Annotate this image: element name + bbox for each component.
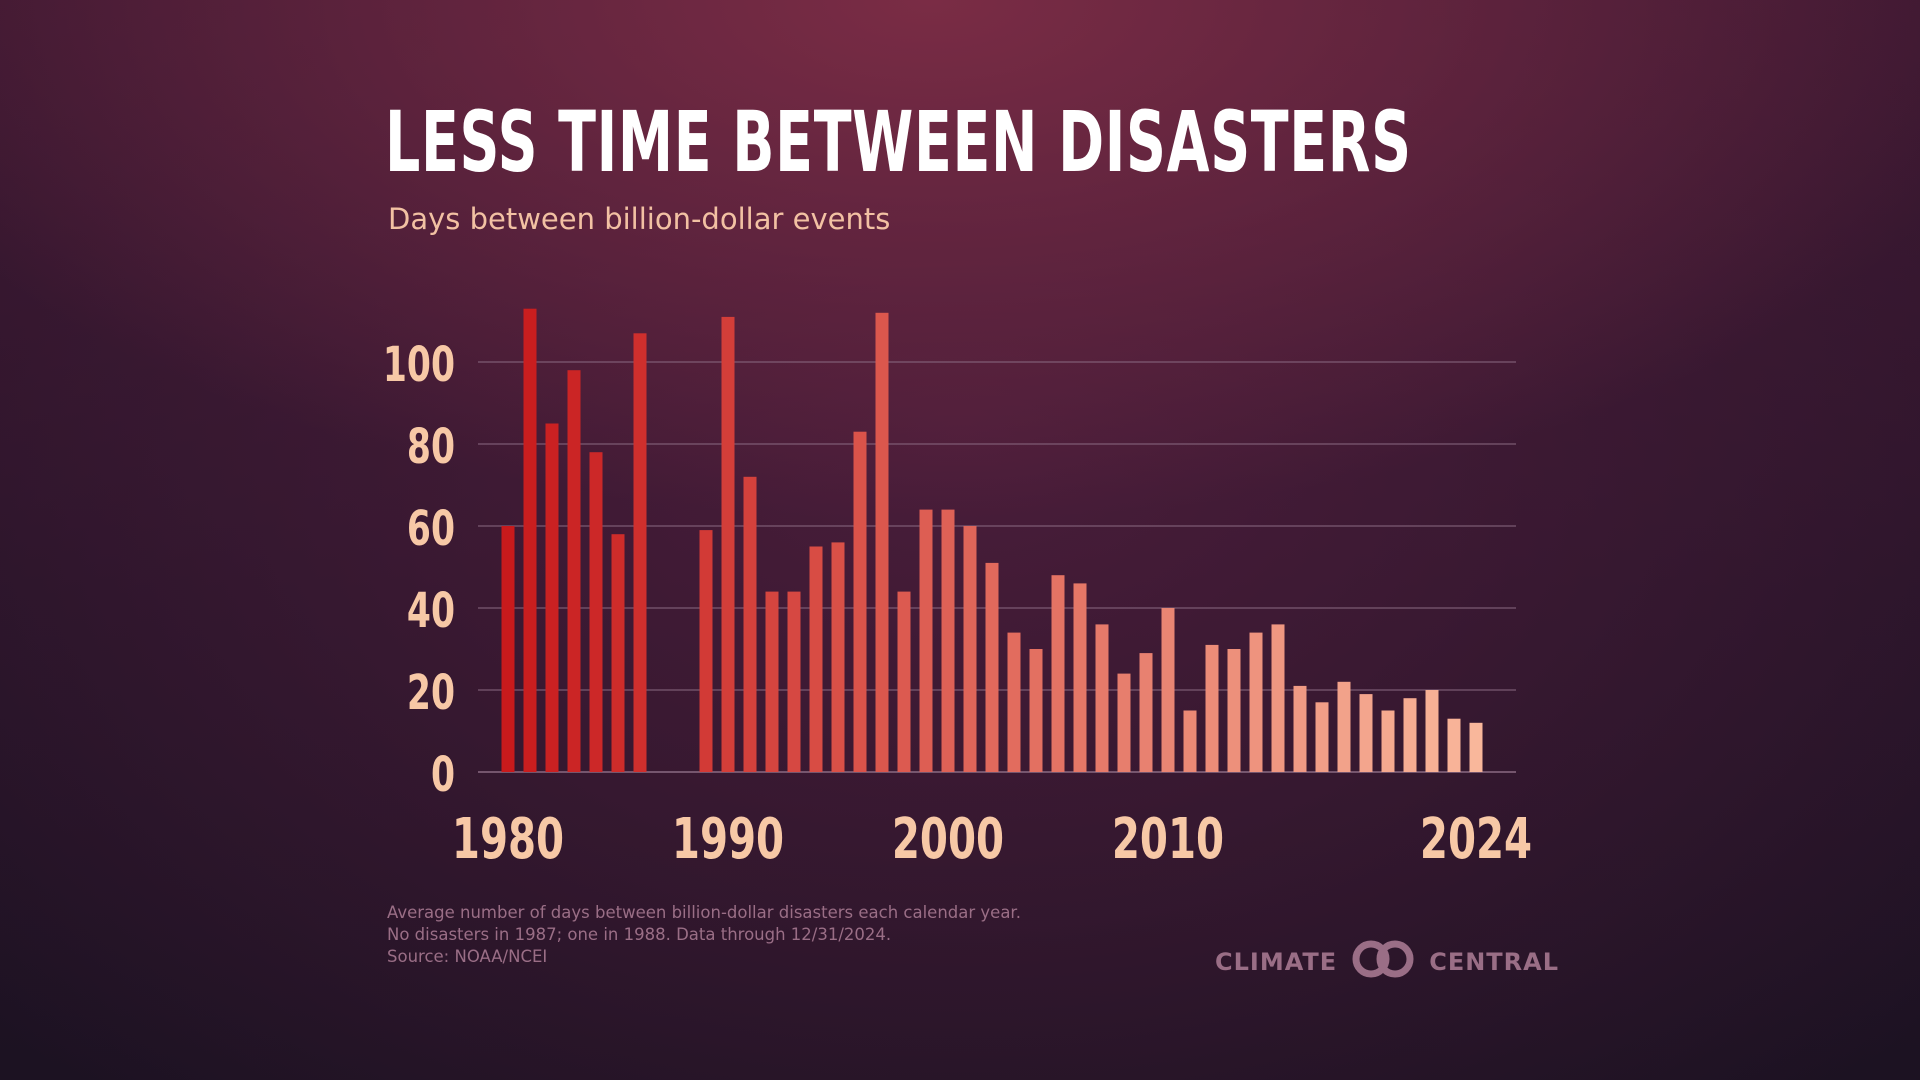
bar-1983	[567, 370, 581, 772]
chart-notes: Average number of days between billion-d…	[387, 902, 1021, 968]
bar-2020	[1381, 710, 1395, 772]
bar-2022	[1425, 690, 1439, 772]
climate-central-logo: CLIMATE CENTRAL	[1215, 940, 1559, 984]
logo-right-text: CENTRAL	[1429, 948, 1560, 976]
bar-2010	[1161, 608, 1175, 772]
bar-1980	[501, 526, 515, 772]
y-tick-label: 60	[407, 500, 455, 556]
bar-1992	[765, 591, 779, 772]
bar-2001	[963, 526, 977, 772]
bar-2002	[985, 562, 999, 772]
bars	[501, 308, 1483, 772]
linked-rings-icon	[1347, 939, 1419, 985]
bar-2009	[1139, 653, 1153, 772]
chart-title: LESS TIME BETWEEN DISASTERS	[385, 93, 1412, 191]
source-note: Source: NOAA/NCEI	[387, 947, 548, 966]
x-tick-label: 2024	[1420, 806, 1532, 871]
bar-2008	[1117, 673, 1131, 772]
x-tick-label: 2010	[1112, 806, 1224, 871]
bar-2000	[941, 509, 955, 772]
bar-chart: 0 20 40 60 80 100 1980 1990 2000 2010 2024	[383, 308, 1532, 872]
bar-2011	[1183, 710, 1197, 772]
bar-2006	[1073, 583, 1087, 772]
bar-1991	[743, 476, 757, 772]
y-tick-label: 40	[407, 582, 455, 638]
bar-1985	[611, 534, 625, 772]
bar-2017	[1315, 702, 1329, 772]
bar-1990	[721, 316, 735, 772]
y-tick-label: 100	[383, 336, 455, 392]
y-axis-tick-labels: 0 20 40 60 80 100	[383, 336, 455, 802]
bar-2012	[1205, 644, 1219, 772]
y-tick-label: 80	[407, 418, 455, 474]
note-line: No disasters in 1987; one in 1988. Data …	[387, 925, 892, 944]
bar-2007	[1095, 624, 1109, 772]
bar-2005	[1051, 575, 1065, 772]
bar-2023	[1447, 718, 1461, 772]
y-tick-label: 0	[431, 746, 455, 802]
bar-2024	[1469, 722, 1483, 772]
bar-1997	[875, 312, 889, 772]
bar-2021	[1403, 698, 1417, 772]
bar-1998	[897, 591, 911, 772]
x-tick-label: 1990	[672, 806, 784, 871]
bar-1984	[589, 452, 603, 772]
y-tick-label: 20	[407, 664, 455, 720]
bar-2004	[1029, 649, 1043, 772]
bar-2014	[1249, 632, 1263, 772]
bar-1986	[633, 333, 647, 772]
x-tick-label: 2000	[892, 806, 1004, 871]
bar-1995	[831, 542, 845, 772]
bar-1981	[523, 308, 537, 772]
bar-2018	[1337, 681, 1351, 772]
chart-subtitle: Days between billion-dollar events	[388, 202, 891, 236]
bar-2019	[1359, 694, 1373, 772]
note-line: Average number of days between billion-d…	[387, 903, 1021, 922]
x-axis-tick-labels: 1980 1990 2000 2010 2024	[452, 806, 1532, 871]
bar-2013	[1227, 649, 1241, 772]
logo-left-text: CLIMATE	[1215, 948, 1338, 976]
x-tick-label: 1980	[452, 806, 564, 871]
bar-1996	[853, 431, 867, 772]
bar-1989	[699, 530, 713, 772]
bar-2003	[1007, 632, 1021, 772]
bar-2016	[1293, 685, 1307, 772]
bar-2015	[1271, 624, 1285, 772]
bar-1982	[545, 423, 559, 772]
bar-1994	[809, 546, 823, 772]
bar-1993	[787, 591, 801, 772]
bar-1999	[919, 509, 933, 772]
